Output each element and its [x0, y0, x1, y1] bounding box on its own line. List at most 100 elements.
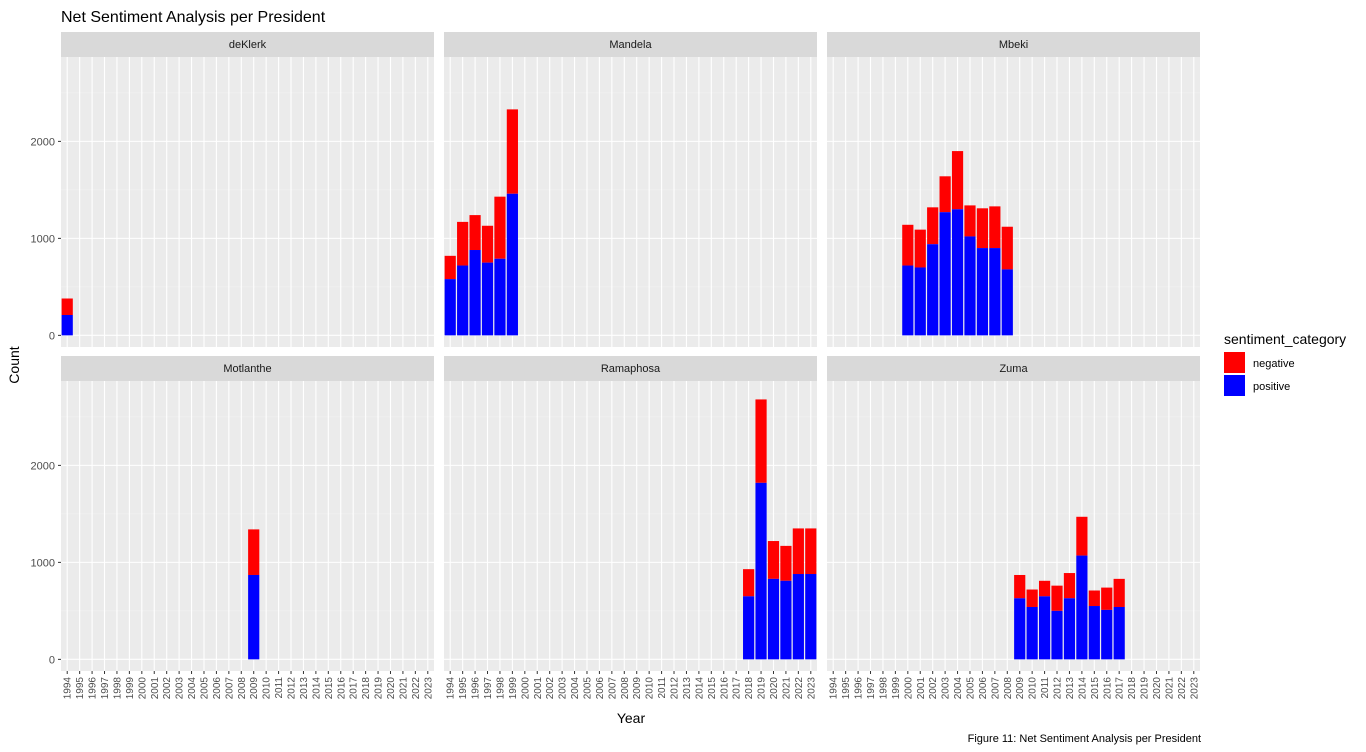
bar-negative-zuma-2017	[1113, 578, 1125, 607]
bar-negative-zuma-2013	[1063, 573, 1076, 599]
x-tick-label: 2014	[311, 677, 322, 700]
bar-negative-zuma-2012	[1051, 585, 1063, 611]
x-tick-label: 1997	[866, 677, 877, 700]
bar-positive-mandela-1999	[506, 193, 518, 336]
x-tick-label: 2019	[757, 677, 768, 700]
x-tick-label: 1996	[88, 677, 99, 700]
bar-positive-mandela-1995	[457, 265, 469, 336]
x-tick-label: 2004	[187, 677, 198, 700]
bar-positive-ramaphosa-2021	[780, 580, 792, 660]
strip-label-deklerk: deKlerk	[229, 39, 267, 51]
bar-positive-zuma-2016	[1101, 609, 1113, 660]
x-tick-label: 2003	[558, 677, 569, 700]
bar-negative-mbeki-2001	[914, 229, 926, 268]
bar-negative-mbeki-2003	[939, 176, 951, 213]
bar-negative-zuma-2010	[1026, 589, 1038, 607]
x-tick-label: 2017	[1115, 677, 1126, 700]
legend-key-positive	[1224, 375, 1245, 396]
panel-deklerk: deKlerk 0 1000 2000	[31, 32, 434, 347]
bar-positive-zuma-2015	[1088, 606, 1100, 660]
bar-positive-mandela-1994	[444, 279, 456, 336]
x-tick-label: 2006	[595, 677, 606, 700]
strip-label-motlanthe: Motlanthe	[223, 363, 271, 375]
bar-positive-mbeki-2005	[964, 236, 976, 336]
x-tick-label: 1999	[125, 677, 136, 700]
panel-background	[444, 57, 817, 347]
x-tick-label: 1994	[829, 677, 840, 700]
strip-deklerk	[61, 32, 434, 57]
bar-negative-ramaphosa-2023	[805, 528, 817, 575]
bar-negative-mandela-1999	[506, 109, 518, 194]
bar-positive-zuma-2017	[1113, 606, 1125, 660]
x-tick-label: 2016	[719, 677, 730, 700]
x-tick-label: 2011	[657, 677, 668, 699]
x-tick-label: 2007	[607, 677, 618, 700]
strip-mandela	[444, 32, 817, 57]
bar-negative-mandela-1995	[457, 221, 469, 266]
bar-positive-mbeki-2001	[914, 267, 926, 336]
panel-mandela: Mandela	[444, 32, 817, 347]
panel-background	[61, 57, 434, 347]
panel-background	[827, 57, 1200, 347]
bar-negative-mbeki-2004	[951, 151, 964, 210]
bar-negative-mandela-1998	[494, 196, 506, 259]
x-tick-label: 2009	[1015, 677, 1026, 700]
strip-zuma	[827, 356, 1200, 381]
bar-negative-zuma-2015	[1088, 590, 1100, 607]
x-tick-label: 2001	[533, 677, 544, 700]
x-tick-label: 2008	[1003, 677, 1014, 700]
bar-positive-zuma-2014	[1076, 555, 1088, 660]
bar-positive-ramaphosa-2018	[743, 596, 755, 660]
x-tick-label: 2023	[423, 677, 434, 700]
x-tick-label: 2017	[349, 677, 360, 700]
bar-positive-mandela-1998	[494, 258, 506, 336]
bar-negative-ramaphosa-2019	[755, 399, 767, 483]
x-tick-label: 2005	[965, 677, 976, 700]
x-axis-title: Year	[617, 710, 646, 726]
x-tick-label: 2012	[287, 677, 298, 700]
x-tick-label: 2000	[520, 677, 531, 700]
x-tick-label: 2014	[694, 677, 705, 700]
x-tick-label: 2020	[769, 677, 780, 700]
x-tick-label: 2010	[262, 677, 273, 700]
bar-positive-zuma-2009	[1014, 598, 1026, 660]
bar-positive-mbeki-2004	[951, 209, 964, 336]
x-tick-label: 2020	[1152, 677, 1163, 700]
bar-positive-mbeki-2002	[927, 244, 939, 336]
chart-title: Net Sentiment Analysis per President	[61, 9, 326, 26]
bar-positive-mbeki-2006	[976, 248, 989, 336]
x-tick-label: 2009	[249, 677, 260, 700]
x-tick-label: 2003	[941, 677, 952, 700]
x-tick-label: 2007	[990, 677, 1001, 700]
y-axis-title: Count	[6, 346, 22, 383]
legend: sentiment_category negative positive	[1224, 331, 1346, 396]
x-tick-label: 1994	[63, 677, 74, 700]
strip-label-zuma: Zuma	[999, 363, 1028, 375]
x-tick-label: 2012	[670, 677, 681, 700]
x-tick-label: 2005	[199, 677, 210, 700]
bar-positive-mbeki-2000	[902, 265, 914, 336]
x-tick-label: 2018	[361, 677, 372, 700]
y-tick-label: 2000	[31, 460, 55, 472]
bar-negative-zuma-2011	[1038, 580, 1051, 597]
x-tick-label: 2003	[175, 677, 186, 700]
x-tick-label: 2015	[1090, 677, 1101, 700]
bar-negative-zuma-2016	[1101, 587, 1113, 610]
bar-negative-mbeki-2006	[976, 208, 989, 249]
bar-positive-ramaphosa-2019	[755, 482, 767, 660]
strip-label-mandela: Mandela	[609, 39, 652, 51]
x-tick-label: 2010	[645, 677, 656, 700]
facet-panels: deKlerk 0 1000 2000 Mandela Mbeki Motlanthe 0 10…	[31, 32, 1200, 700]
x-tick-label: 1995	[75, 677, 86, 700]
x-tick-label: 1998	[878, 677, 889, 700]
x-tick-label: 2002	[928, 677, 939, 700]
bar-positive-ramaphosa-2023	[805, 574, 817, 660]
x-tick-label: 2004	[570, 677, 581, 700]
panel-background	[444, 381, 817, 671]
x-tick-label: 2018	[744, 677, 755, 700]
x-tick-label: 2008	[620, 677, 631, 700]
bar-positive-mandela-1997	[481, 262, 494, 336]
bar-positive-mandela-1996	[469, 250, 481, 336]
x-tick-label: 2023	[1189, 677, 1200, 700]
